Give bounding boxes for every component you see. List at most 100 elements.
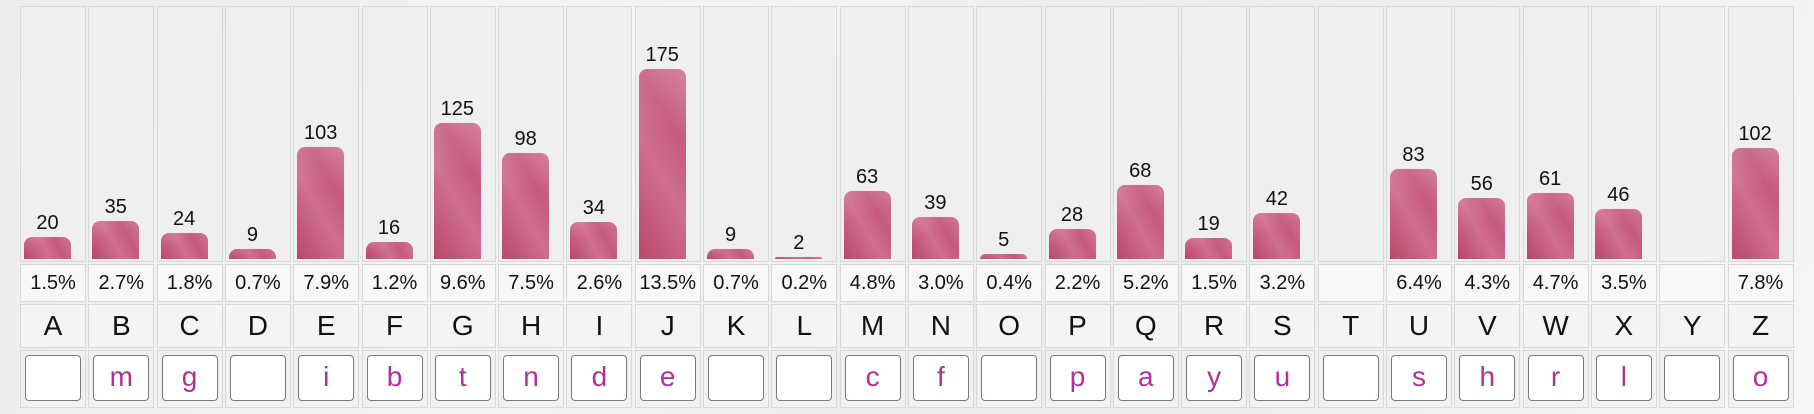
- category-label: H: [498, 304, 565, 348]
- substitution-cell: g: [156, 350, 223, 408]
- substitution-input[interactable]: d: [571, 355, 628, 401]
- bar-cell: 24: [156, 6, 223, 262]
- bar-cell: 42: [1249, 6, 1316, 262]
- category-label: Y: [1659, 304, 1726, 348]
- substitution-input[interactable]: m: [93, 355, 150, 401]
- bar-value-label: 24: [172, 207, 196, 230]
- percentage-label: 7.8%: [1727, 264, 1794, 302]
- substitution-input[interactable]: e: [639, 355, 696, 401]
- substitution-input[interactable]: [981, 355, 1038, 401]
- substitution-input[interactable]: t: [434, 355, 491, 401]
- substitution-input[interactable]: u: [1254, 355, 1311, 401]
- substitution-cell: [1317, 350, 1384, 408]
- substitution-input[interactable]: a: [1117, 355, 1174, 401]
- bar-cell: 103: [293, 6, 360, 262]
- bar-cell: [1659, 6, 1726, 262]
- substitution-input[interactable]: [25, 355, 81, 401]
- substitution-input[interactable]: [1322, 355, 1379, 401]
- substitution-cell: e: [634, 350, 701, 408]
- substitution-cell: t: [429, 350, 496, 408]
- bar-cell: 102: [1727, 6, 1794, 262]
- bar-value-label: 46: [1607, 184, 1630, 207]
- category-label: X: [1590, 304, 1657, 348]
- percentage-label: 9.6%: [429, 264, 496, 302]
- substitution-input[interactable]: [708, 355, 764, 401]
- substitution-cell: u: [1249, 350, 1316, 408]
- substitution-cell: p: [1044, 350, 1111, 408]
- bar-value-label: 28: [1060, 203, 1084, 226]
- substitution-cell: m: [88, 350, 155, 408]
- percentage-label: 1.8%: [156, 264, 223, 302]
- substitution-input[interactable]: o: [1732, 355, 1789, 401]
- percentage-label: 5.2%: [1112, 264, 1179, 302]
- category-label: T: [1317, 304, 1384, 348]
- bar-cell: 16: [361, 6, 428, 262]
- bar: [365, 241, 413, 259]
- category-label: U: [1386, 304, 1452, 348]
- substitution-input[interactable]: l: [1595, 355, 1652, 401]
- percentage-label: 2.6%: [566, 264, 633, 302]
- bar-value-label: 175: [645, 44, 679, 66]
- substitution-cell: h: [1454, 350, 1521, 408]
- substitution-cell: n: [498, 350, 565, 408]
- bar: [911, 216, 959, 259]
- substitution-input[interactable]: b: [366, 355, 423, 401]
- bar-cell: 19: [1181, 6, 1248, 262]
- bar: [24, 237, 71, 259]
- bar-value-label: 5: [998, 228, 1010, 251]
- bar: [1458, 198, 1506, 259]
- substitution-input[interactable]: p: [1049, 355, 1106, 401]
- substitution-input[interactable]: c: [844, 355, 901, 401]
- bar: [160, 232, 208, 259]
- bar-value-label: 19: [1197, 213, 1220, 236]
- category-label: M: [839, 304, 906, 348]
- substitution-cell: d: [566, 350, 633, 408]
- bar-value-label: 42: [1265, 188, 1289, 211]
- bar-cell: [1317, 6, 1384, 262]
- substitution-input[interactable]: s: [1391, 355, 1447, 401]
- substitution-input[interactable]: i: [298, 355, 355, 401]
- substitution-cell: y: [1181, 350, 1248, 408]
- bar-cell: 125: [429, 6, 496, 262]
- category-label: K: [703, 304, 769, 348]
- substitution-input[interactable]: n: [503, 355, 560, 401]
- category-label: J: [634, 304, 701, 348]
- bar-cell: 9: [703, 6, 769, 262]
- substitution-input[interactable]: y: [1186, 355, 1243, 401]
- bar-cell: 20: [20, 6, 86, 262]
- substitution-cell: [976, 350, 1043, 408]
- bar: [1390, 168, 1437, 259]
- bar-value-label: 68: [1129, 160, 1152, 183]
- substitution-cell: [703, 350, 769, 408]
- percentage-label: 4.8%: [839, 264, 906, 302]
- bar-value-label: 9: [724, 224, 737, 247]
- category-label: O: [976, 304, 1043, 348]
- bar-value-label: 125: [440, 98, 474, 121]
- substitution-cell: b: [361, 350, 428, 408]
- substitution-input[interactable]: [1664, 355, 1721, 401]
- substitution-input[interactable]: [229, 355, 286, 401]
- substitution-input[interactable]: r: [1527, 355, 1584, 401]
- bar: [228, 249, 276, 259]
- bar-value-label: 2: [793, 231, 805, 254]
- bar-cell: 46: [1590, 6, 1657, 262]
- substitution-input[interactable]: f: [912, 355, 969, 401]
- substitution-cell: s: [1386, 350, 1452, 408]
- percentage-label: 1.5%: [20, 264, 86, 302]
- bar-cell: 2: [771, 6, 838, 262]
- substitution-input[interactable]: [776, 355, 833, 401]
- bar: [980, 253, 1028, 259]
- letter-column: 20 1.5% A: [20, 6, 86, 410]
- letter-column: Y: [1659, 6, 1726, 410]
- substitution-input[interactable]: h: [1459, 355, 1516, 401]
- bar: [775, 256, 823, 259]
- substitution-input[interactable]: g: [161, 355, 218, 401]
- bar: [638, 69, 686, 259]
